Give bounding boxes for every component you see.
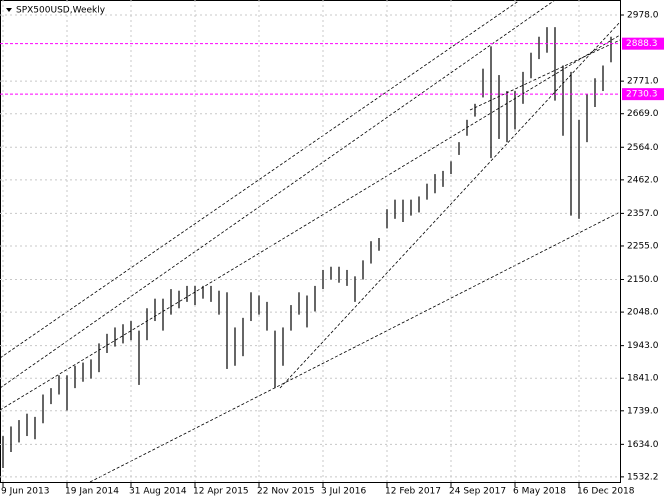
title-arrow bbox=[6, 8, 12, 12]
price-tag-label: 2888.3 bbox=[626, 39, 658, 49]
x-tick-label: 16 Dec 2018 bbox=[577, 487, 635, 497]
y-tick-label: 2048.0 bbox=[627, 308, 659, 318]
trend-line bbox=[89, 211, 621, 483]
price-tag bbox=[622, 37, 664, 50]
price-tag-label: 2730.3 bbox=[626, 90, 658, 100]
y-tick-label: 2669.0 bbox=[627, 109, 659, 119]
x-tick-label: 24 Sep 2017 bbox=[449, 487, 506, 497]
y-tick-label: 1841.0 bbox=[627, 374, 659, 384]
y-tick-label: 2978.0 bbox=[627, 11, 659, 21]
x-tick-label: 12 Feb 2017 bbox=[385, 487, 441, 497]
x-tick-label: 19 Jan 2014 bbox=[65, 487, 119, 497]
x-tick-label: 31 Aug 2014 bbox=[129, 487, 187, 497]
trend-line bbox=[0, 0, 521, 359]
y-tick-label: 2462.0 bbox=[627, 175, 659, 185]
y-tick-label: 2357.0 bbox=[627, 209, 659, 219]
trend-line bbox=[469, 39, 621, 111]
trend-line bbox=[0, 34, 621, 411]
plot-frame bbox=[0, 0, 621, 483]
y-tick-label: 2255.0 bbox=[627, 241, 659, 251]
price-tag bbox=[622, 88, 664, 101]
x-tick-label: 3 Jul 2016 bbox=[321, 487, 366, 497]
x-tick-label: 6 May 2018 bbox=[513, 487, 566, 497]
x-tick-label: 9 Jun 2013 bbox=[1, 487, 49, 497]
x-tick-label: 22 Nov 2015 bbox=[257, 487, 315, 497]
y-tick-label: 2771.0 bbox=[627, 77, 659, 87]
price-bars bbox=[2, 27, 612, 468]
chart-title: SPX500USD,Weekly bbox=[16, 6, 106, 16]
y-tick-label: 1532.2 bbox=[627, 472, 659, 482]
y-tick-label: 2150.0 bbox=[627, 275, 659, 285]
x-tick-label: 12 Apr 2015 bbox=[193, 487, 249, 497]
y-tick-label: 1943.0 bbox=[627, 341, 659, 351]
y-tick-label: 2564.0 bbox=[627, 143, 659, 153]
trend-line bbox=[0, 0, 556, 389]
y-tick-label: 1739.0 bbox=[627, 406, 659, 416]
y-tick-label: 1634.0 bbox=[627, 440, 659, 450]
